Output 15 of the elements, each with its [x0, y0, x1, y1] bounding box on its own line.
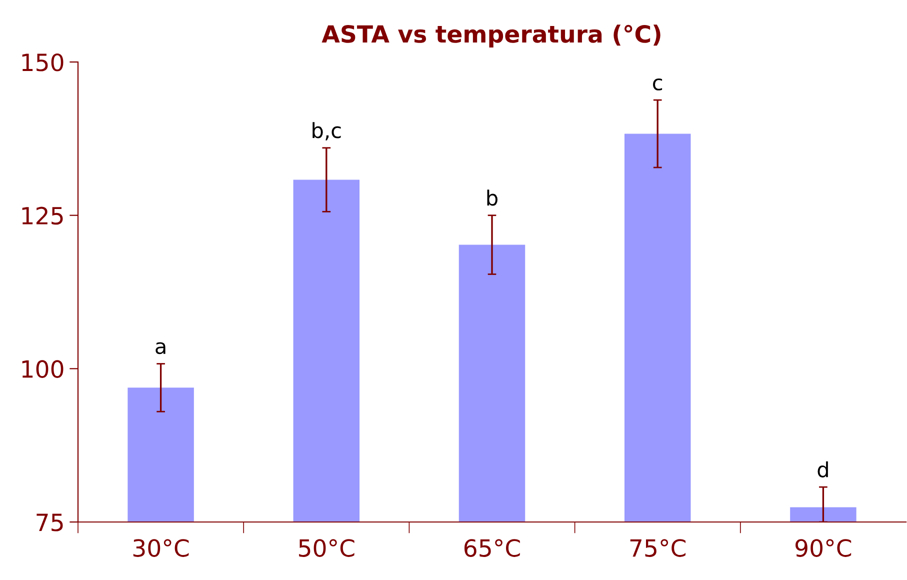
chart-title: ASTA vs temperatura (°C)	[322, 24, 660, 48]
x-tick-label: 65°C	[464, 539, 520, 557]
annotation: c	[653, 78, 662, 90]
y-tick-label: 100	[22, 360, 64, 378]
y-tick-label: 150	[22, 53, 64, 72]
x-tick-label: 75°C	[630, 539, 686, 557]
x-tick-label: 50°C	[299, 539, 354, 557]
x-tick-label: 90°C	[796, 539, 852, 557]
annotation: a	[156, 342, 166, 354]
y-tick-label: 125	[22, 206, 63, 225]
x-tick-label: 30°C	[133, 539, 189, 557]
annotation: d	[818, 461, 828, 478]
y-tick-label: 75	[36, 514, 63, 532]
annotation: b	[487, 190, 498, 206]
annotation: b,c	[312, 122, 341, 140]
